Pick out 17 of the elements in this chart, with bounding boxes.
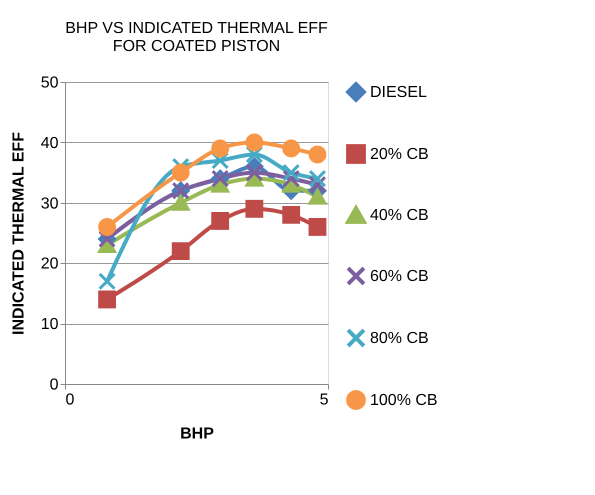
y-axis-title: INDICATED THERMAL EFF	[10, 132, 28, 335]
y-tick-label: 50	[40, 74, 59, 92]
y-tick-label: 10	[40, 316, 59, 334]
y-tick-label: 20	[40, 256, 59, 273]
text: FOR COATED PISTON	[112, 38, 280, 55]
x-axis-title: BHP	[180, 426, 214, 442]
legend-label: 100% CB	[370, 392, 438, 409]
legend-label: 80% CB	[370, 330, 429, 347]
x-tick-label: 5	[320, 392, 329, 408]
y-tick-label: 0	[50, 376, 59, 394]
y-tick-label: 30	[40, 195, 59, 212]
legend-label: 20% CB	[370, 146, 429, 163]
legend-label: 40% CB	[370, 207, 429, 224]
y-tick-label: 40	[40, 134, 59, 152]
text: BHP VS INDICATED THERMAL EFF	[65, 20, 328, 37]
legend-label: DIESEL	[370, 84, 428, 101]
legend-label: 60% CB	[370, 268, 429, 285]
